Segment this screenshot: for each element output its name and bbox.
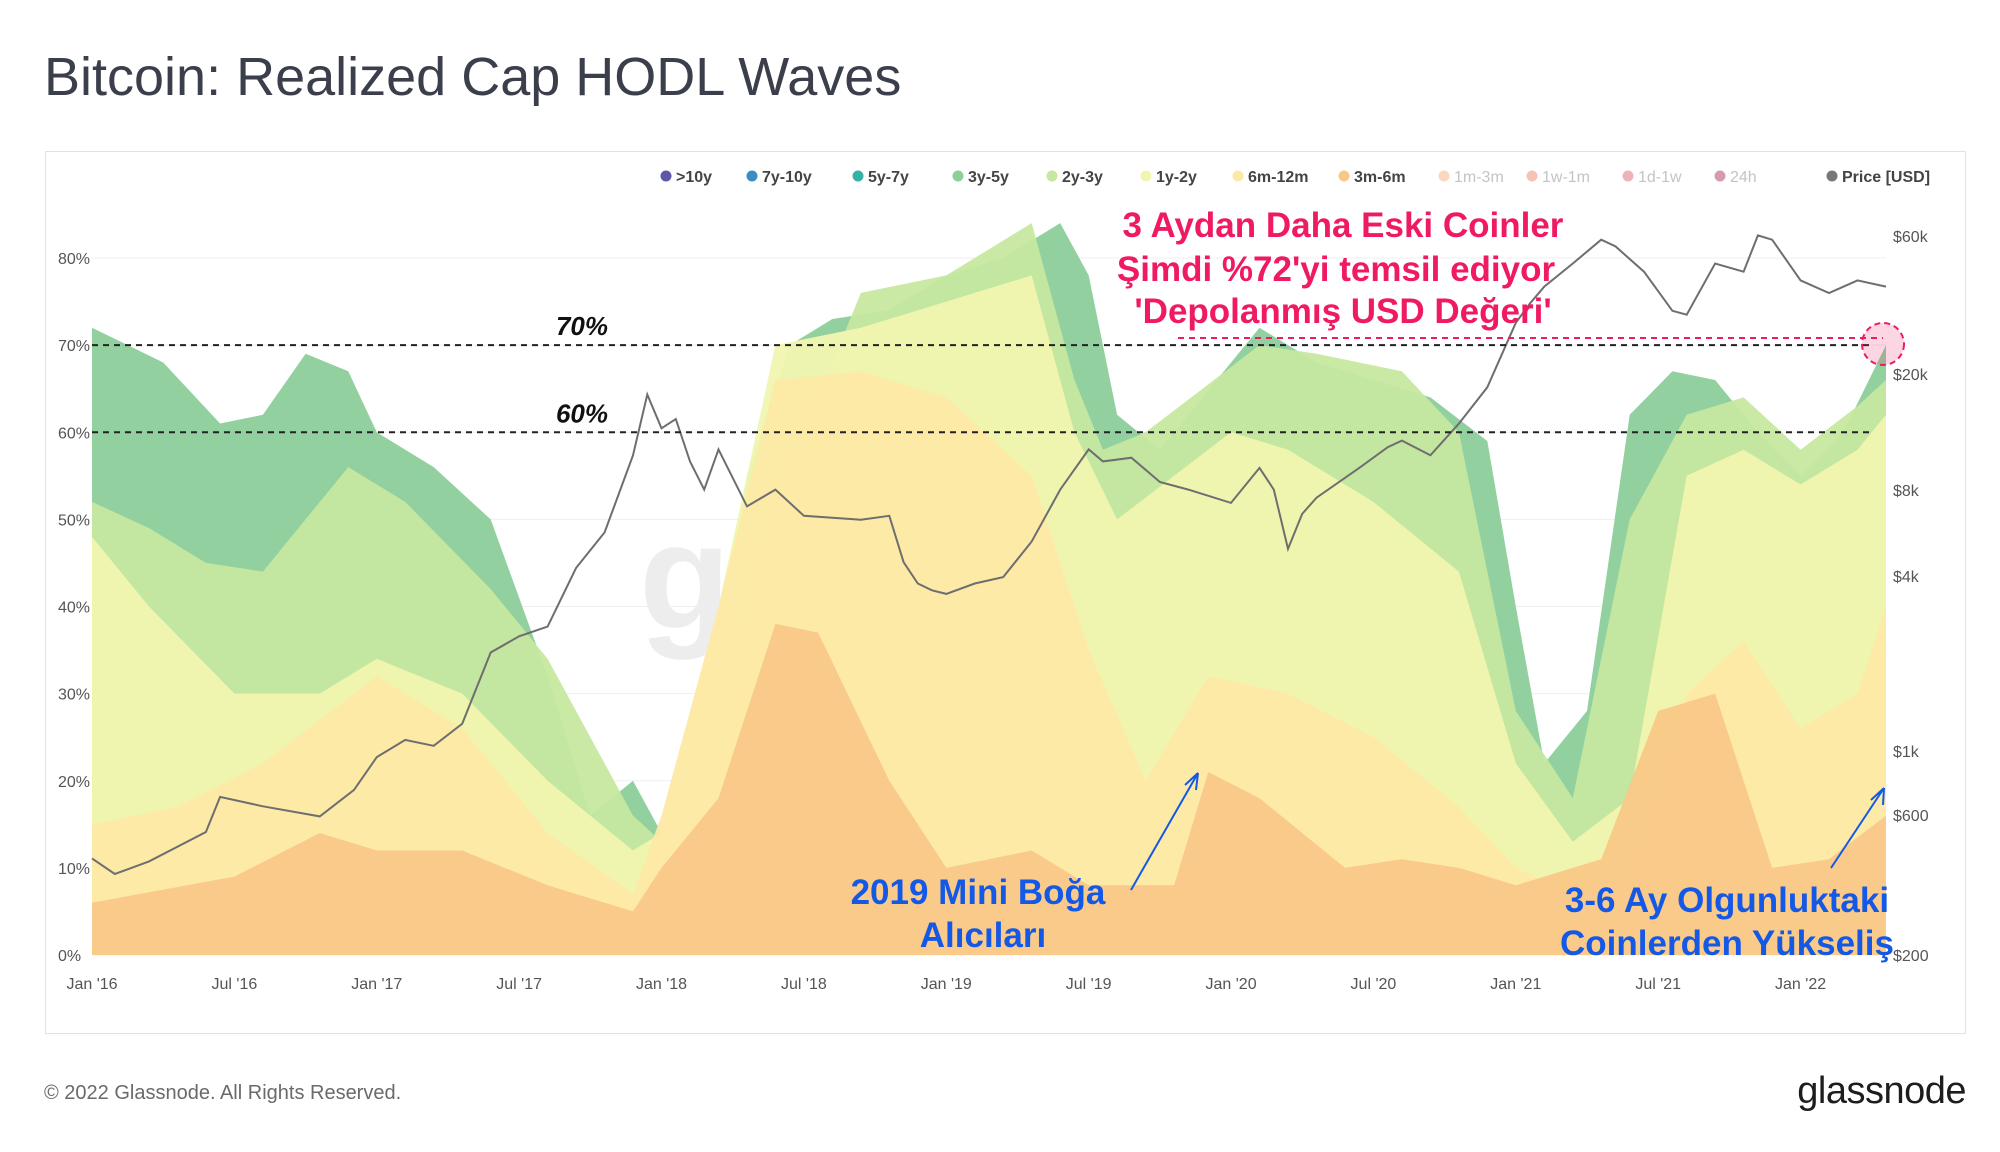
y-right-tick-2: $1k — [1893, 744, 1920, 761]
legend-dot-12 — [1827, 171, 1838, 182]
brand-logo: glassnode — [1797, 1070, 1966, 1113]
x-tick-2: Jan '17 — [351, 976, 402, 993]
x-tick-3: Jul '17 — [496, 976, 542, 993]
legend-label-3: 3y-5y — [968, 169, 1009, 186]
annotation-right-line2: Coinlerden Yükseliş — [1560, 924, 1894, 963]
annotation-mid-line2: Alıcıları — [920, 916, 1046, 955]
legend-label-8: 1m-3m — [1454, 169, 1504, 186]
x-tick-5: Jul '18 — [781, 976, 827, 993]
y-left-tick-4: 40% — [58, 600, 90, 617]
legend-dot-5 — [1141, 171, 1152, 182]
legend-dot-10 — [1623, 171, 1634, 182]
y-right-tick-0: $200 — [1893, 948, 1929, 965]
x-tick-0: Jan '16 — [66, 976, 117, 993]
legend-dot-4 — [1047, 171, 1058, 182]
marker-circle — [1862, 323, 1904, 365]
left-axis: 0% 10% 20% 30% 40% 50% 60% 70% 80% — [58, 251, 90, 965]
legend-label-4: 2y-3y — [1062, 169, 1103, 186]
legend-dot-11 — [1715, 171, 1726, 182]
y-left-tick-2: 20% — [58, 774, 90, 791]
x-tick-12: Jan '22 — [1775, 976, 1826, 993]
legend-label-9: 1w-1m — [1542, 169, 1590, 186]
y-right-tick-5: $20k — [1893, 367, 1929, 384]
y-left-tick-6: 60% — [58, 425, 90, 442]
x-tick-4: Jan '18 — [636, 976, 687, 993]
x-tick-1: Jul '16 — [212, 976, 258, 993]
legend-label-0: >10y — [676, 169, 712, 186]
hodl-waves-chart: glassnode 70% 60% 0% 10% 20% 30% 40% 50% 60% 70%… — [0, 0, 2000, 1152]
annotation-right-line1: 3-6 Ay Olgunluktaki — [1565, 881, 1889, 920]
y-right-tick-3: $4k — [1893, 569, 1920, 586]
legend-dot-6 — [1233, 171, 1244, 182]
legend-label-11: 24h — [1730, 169, 1757, 186]
x-tick-8: Jan '20 — [1206, 976, 1257, 993]
annotation-top-line1: 3 Aydan Daha Eski Coinler — [1123, 206, 1564, 245]
y-left-tick-7: 70% — [58, 338, 90, 355]
y-left-tick-8: 80% — [58, 251, 90, 268]
copyright-footer: © 2022 Glassnode. All Rights Reserved. — [44, 1082, 401, 1105]
y-left-tick-1: 10% — [58, 861, 90, 878]
y-left-tick-0: 0% — [58, 948, 81, 965]
annotation-top-line3: 'Depolanmış USD Değeri' — [1134, 292, 1551, 331]
legend-dot-8 — [1439, 171, 1450, 182]
annotation-mid-line1: 2019 Mini Boğa — [851, 873, 1106, 912]
legend-dot-9 — [1527, 171, 1538, 182]
legend-label-12: Price [USD] — [1842, 169, 1930, 186]
legend-dot-3 — [953, 171, 964, 182]
x-axis: Jan '16 Jul '16 Jan '17 Jul '17 Jan '18 Jul '… — [66, 976, 1826, 993]
ref-label-60: 60% — [556, 398, 608, 428]
legend-label-1: 7y-10y — [762, 169, 812, 186]
legend-label-2: 5y-7y — [868, 169, 909, 186]
ref-label-70: 70% — [556, 311, 608, 341]
y-right-tick-1: $600 — [1893, 808, 1929, 825]
y-right-tick-6: $60k — [1893, 229, 1929, 246]
y-left-tick-3: 30% — [58, 687, 90, 704]
y-left-tick-5: 50% — [58, 512, 90, 529]
x-tick-10: Jan '21 — [1490, 976, 1541, 993]
legend-dot-0 — [661, 171, 672, 182]
area-series — [92, 223, 1886, 955]
y-right-tick-4: $8k — [1893, 483, 1920, 500]
legend-label-7: 3m-6m — [1354, 169, 1406, 186]
legend-dot-2 — [853, 171, 864, 182]
legend-label-10: 1d-1w — [1638, 169, 1682, 186]
legend-dot-7 — [1339, 171, 1350, 182]
legend: >10y 7y-10y 5y-7y 3y-5y 2y-3y 1y-2y 6m-12m 3m-6… — [661, 169, 1931, 186]
x-tick-6: Jan '19 — [921, 976, 972, 993]
annotation-top-line2: Şimdi %72'yi temsil ediyor — [1117, 250, 1556, 289]
legend-label-5: 1y-2y — [1156, 169, 1197, 186]
legend-dot-1 — [747, 171, 758, 182]
x-tick-7: Jul '19 — [1066, 976, 1112, 993]
legend-label-6: 6m-12m — [1248, 169, 1308, 186]
x-tick-11: Jul '21 — [1635, 976, 1681, 993]
x-tick-9: Jul '20 — [1351, 976, 1397, 993]
